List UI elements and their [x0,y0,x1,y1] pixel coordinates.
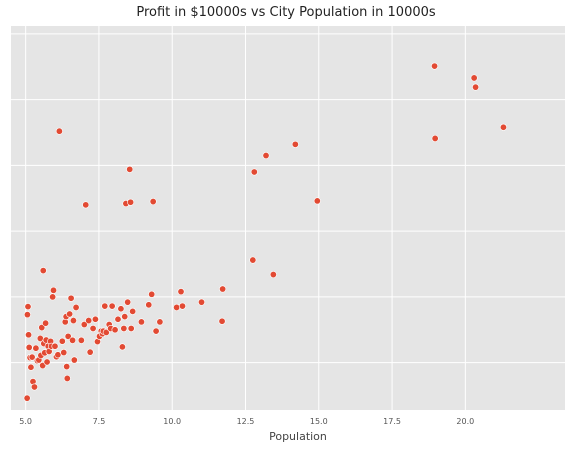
data-point [120,324,128,332]
data-point [156,318,164,326]
chart-title: Profit in $10000s vs City Population in … [136,5,436,20]
data-point [42,319,50,327]
data-point [23,394,31,402]
data-point [70,356,78,364]
plot-area [11,26,565,410]
data-point [269,271,277,279]
data-point [66,310,74,318]
data-point [102,328,110,336]
data-point [145,301,153,309]
data-point [39,267,47,275]
data-point [262,152,270,160]
data-point [124,298,132,306]
x-tick-label: 17.5 [383,417,401,426]
data-point [177,288,185,296]
data-point [49,293,57,301]
data-point [38,324,46,332]
data-point [85,317,93,325]
data-point [148,290,156,298]
data-point [470,74,478,82]
data-point [86,348,94,356]
data-point [28,353,36,361]
data-point [178,302,186,310]
data-point [63,363,71,371]
x-tick-label: 15.0 [310,417,328,426]
data-points [23,62,507,402]
data-point [431,134,439,142]
data-point [108,302,116,310]
data-point [82,201,90,209]
x-tick-label: 20.0 [456,417,474,426]
x-tick-label: 10.0 [163,417,181,426]
data-point [127,324,135,332]
data-point [114,315,122,323]
data-point [69,336,77,344]
x-tick-labels: 5.0 7.5 10.0 12.5 15.0 17.5 20.0 [19,417,474,426]
data-point [63,374,71,382]
data-point [127,198,135,206]
data-point [25,343,33,351]
data-point [67,294,75,302]
data-point [291,140,299,148]
x-tick-label: 7.5 [93,417,106,426]
data-point [126,165,134,173]
data-point [69,317,77,325]
data-point [111,326,119,334]
data-point [91,315,99,323]
data-point [51,342,59,350]
data-point [27,363,35,371]
data-point [58,337,66,345]
data-point [149,198,157,206]
data-point [54,351,62,359]
data-point [89,324,97,332]
data-point [152,327,160,335]
data-point [118,343,126,351]
data-point [77,336,85,344]
data-point [117,305,125,313]
data-point [55,127,63,135]
grid-lines [11,26,565,410]
data-point [313,197,321,205]
data-point [198,298,206,306]
data-point [24,303,32,311]
data-point [121,313,129,321]
data-point [32,344,40,352]
data-point [60,349,68,357]
data-point [64,332,72,340]
data-point [249,256,257,264]
data-point [218,317,226,325]
x-tick-label: 12.5 [237,417,255,426]
data-point [431,62,439,70]
data-point [250,168,258,176]
data-point [23,311,31,319]
data-point [129,307,137,315]
data-point [72,303,80,311]
data-point [25,331,33,339]
data-point [137,318,145,326]
data-point [50,286,58,294]
data-point [173,303,181,311]
x-tick-label: 5.0 [19,417,32,426]
data-point [80,321,88,329]
data-point [30,383,38,391]
x-axis-label: Population [269,430,327,443]
data-point [43,358,51,366]
data-point [219,285,227,293]
data-point [472,83,480,91]
data-point [101,302,109,310]
data-point [499,123,507,131]
